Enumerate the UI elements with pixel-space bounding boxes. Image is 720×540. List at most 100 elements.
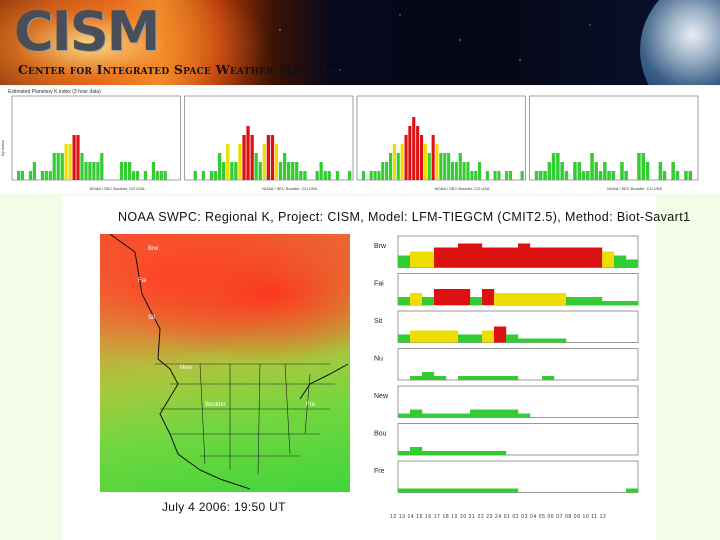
station-bar <box>542 247 555 268</box>
kp-bar <box>262 144 266 180</box>
kp-bar <box>143 171 147 180</box>
station-bar <box>470 243 483 268</box>
station-bar <box>602 251 615 268</box>
kp-bar <box>688 171 692 180</box>
kp-bar <box>234 162 238 180</box>
kp-bar <box>246 126 250 180</box>
station-bar <box>398 488 411 493</box>
kp-bar <box>96 162 100 180</box>
kp-bar <box>423 144 427 180</box>
station-bar <box>518 338 531 343</box>
kp-bar <box>218 153 222 180</box>
kp-bar <box>624 171 628 180</box>
station-bar <box>542 338 555 343</box>
kp-bar <box>658 162 663 180</box>
kp-bar <box>135 171 140 180</box>
station-bar <box>422 413 435 418</box>
station-bar <box>614 255 627 268</box>
station-label: Bou <box>374 431 387 438</box>
kp-bar <box>274 144 279 180</box>
kp-bar <box>543 171 547 180</box>
kp-bar <box>478 162 482 180</box>
solar-flare-image <box>0 0 270 85</box>
station-bar <box>434 376 447 380</box>
kp-bar <box>577 162 581 180</box>
kp-bar <box>607 171 611 180</box>
coastline-west <box>109 234 251 490</box>
station-bar <box>446 330 459 343</box>
kp-bar <box>226 144 230 180</box>
station-bar <box>530 338 543 343</box>
station-bar <box>458 334 471 343</box>
kp-bar <box>209 171 214 180</box>
kp-bar <box>56 153 60 180</box>
station-bar <box>554 338 567 343</box>
station-label: Nu <box>374 356 383 363</box>
kp-bar <box>462 162 466 180</box>
kp-bar <box>645 162 650 180</box>
kp-bar <box>20 171 25 180</box>
kp-ylabel: Kp index <box>0 140 5 156</box>
kp-bar <box>315 171 319 180</box>
kp-bar <box>389 153 393 180</box>
kp-bar <box>80 153 84 180</box>
kp-bar <box>581 171 586 180</box>
station-bar <box>518 243 531 268</box>
station-label: Fai <box>374 281 384 288</box>
kp-bar <box>412 117 416 180</box>
station-bar <box>458 413 471 418</box>
starfield-image <box>260 0 640 85</box>
kp-bar <box>671 162 675 180</box>
station-k-charts: Brw Fai Sit Nu New Bou Fre 12 13 14 15 16 17 1… <box>372 234 642 534</box>
station-bar <box>482 488 495 493</box>
station-bar <box>446 413 459 418</box>
kp-bar <box>222 162 226 180</box>
kp-bar <box>124 162 128 180</box>
station-label: Fre <box>374 468 385 475</box>
kp-bar <box>539 171 543 180</box>
map-label: Boulder <box>205 402 226 408</box>
kp-bar <box>32 162 36 180</box>
station-bar <box>434 330 447 343</box>
station-bar <box>458 451 471 455</box>
station-bar <box>398 297 411 305</box>
station-bar <box>434 451 447 455</box>
station-bar <box>482 409 495 418</box>
station-bar <box>422 330 435 343</box>
station-bar <box>482 376 495 380</box>
station-bar <box>470 297 483 305</box>
kp-bar <box>547 162 552 180</box>
kp-bar <box>620 162 624 180</box>
kp-bar <box>381 162 385 180</box>
station-bar <box>398 255 411 268</box>
map-label: Sit <box>148 315 155 321</box>
kp-bar <box>396 153 400 180</box>
kp-bar <box>159 171 163 180</box>
map-label: Brw <box>148 246 159 252</box>
station-bar <box>566 247 579 268</box>
station-bar <box>482 247 495 268</box>
station-bar <box>494 247 507 268</box>
station-bar <box>506 488 519 493</box>
station-bar <box>590 247 603 268</box>
kp-panel-caption: NOAA / SEC Boulder, CO USA <box>90 186 145 191</box>
kp-bar <box>560 162 564 180</box>
kp-bar <box>603 162 607 180</box>
station-bar <box>410 488 423 493</box>
station-bars-svg: Brw Fai Sit Nu New Bou Fre <box>374 235 639 493</box>
kp-bar <box>44 171 48 180</box>
map-label: New <box>180 365 193 371</box>
station-bar <box>398 413 411 418</box>
kp-bar <box>369 171 373 180</box>
kp-bar <box>201 171 205 180</box>
kp-bar <box>250 135 254 180</box>
kp-bar <box>72 135 76 180</box>
station-bar <box>494 488 507 493</box>
kp-bar <box>556 153 560 180</box>
station-bar <box>518 293 531 305</box>
station-bar <box>506 376 519 380</box>
kp-bar <box>242 135 246 180</box>
station-bar <box>626 488 639 493</box>
kp-bar <box>287 162 291 180</box>
kp-bar <box>64 144 68 180</box>
